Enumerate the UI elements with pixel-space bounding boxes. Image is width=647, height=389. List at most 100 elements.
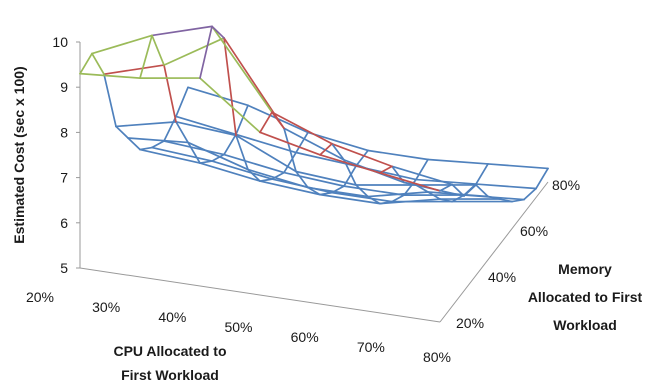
surface-segment [259,178,273,182]
surface-segment [187,141,201,164]
surface-segment [163,140,225,156]
y-tick-label: 60% [520,223,548,239]
surface-segment [319,153,381,174]
surface-segment [307,131,369,152]
surface-segment [235,134,297,173]
surface-segment [151,140,165,149]
z-tick-label: 8 [60,124,68,140]
surface-segment [283,127,345,161]
surface-segment [403,181,417,186]
surface-segment [523,187,537,201]
surface-segment [295,170,309,189]
z-tick-label: 7 [60,170,68,186]
surface-segment [223,133,237,156]
y-axis-title-line-3: Workload [553,317,617,333]
x-tick-label: 50% [224,319,252,335]
surface-segment [163,37,225,66]
surface-segment [175,121,237,137]
surface-segment [223,153,285,174]
surface-segment [439,183,453,192]
z-tick-label: 9 [60,79,68,95]
surface-segment [175,86,189,118]
surface-segment [487,163,549,170]
surface-segment [343,185,405,196]
surface-segment [163,64,177,123]
surface-segment [79,52,93,75]
surface-segment [283,127,297,173]
x-axis-title-line-1: CPU Allocated to [113,343,226,359]
surface-segment [199,160,213,164]
y-axis-title-line-2: Allocated to First [528,289,643,305]
surface-segment [235,134,249,171]
surface-segment [307,186,321,196]
x-tick-label: 30% [92,299,120,315]
x-axis-line [79,267,441,323]
surface-segment [391,194,405,203]
surface-segment [151,146,213,162]
surface-segment [355,149,369,167]
surface-segment [259,180,321,196]
surface-segment [367,149,429,161]
surface-segment [427,191,441,200]
surface-segment [295,131,309,154]
surface-segment [283,171,345,187]
surface-segment [211,25,273,114]
surface-segment [307,186,369,198]
surface-segment [211,25,225,39]
z-tick-label: 5 [60,260,68,276]
surface-segment [355,184,369,198]
surface-segment [103,64,165,76]
surface-segment [139,146,153,151]
surface-segment [259,111,273,134]
x-tick-label: 20% [26,289,54,305]
surface-segment [463,184,477,197]
surface-segment [127,137,189,144]
surface-segment [475,183,537,190]
surface-segment [187,86,249,107]
x-tick-label: 80% [423,349,451,365]
surface-segment [187,141,249,171]
surface-segment [211,153,225,162]
surface-segment [319,142,333,156]
surface-segment [439,198,453,203]
surface-segment [115,125,129,139]
surface-segment [283,151,297,174]
surface-segment [151,34,165,66]
surface-segment [223,37,237,137]
surface-segment [379,172,441,192]
surface-segment [331,142,345,161]
surface-segment [163,115,177,142]
surface-segment [91,34,153,55]
surface-segment [79,72,141,79]
surface-segment [379,165,393,174]
axes [79,42,549,323]
surface-segment [319,191,333,196]
surface-segment [367,195,381,205]
surface-segment [211,160,273,180]
surface-segment [499,198,513,203]
surface-segment [199,77,261,134]
surface-segment [139,148,201,164]
surface-segment [127,137,141,151]
surface-segment [367,191,429,198]
surface-segment [259,131,321,156]
surface-segment [175,115,237,136]
surface-segment [247,168,261,182]
surface-segment [415,158,429,181]
surface-segment [235,104,249,136]
surface-segment [403,178,417,196]
surface-segment [343,159,357,186]
surface-segment [151,25,213,37]
surface-segment [319,193,381,205]
y-tick-label: 20% [456,315,484,331]
y-axis-title-line-1: Memory [558,261,612,277]
surface-segment [487,195,501,200]
surface-segment [295,170,357,186]
surface-segment [475,184,489,198]
x-axis-title-line-2: First Workload [121,367,219,383]
surface-segment [391,165,453,186]
surface-segment [115,121,177,128]
surface-segment [271,111,333,145]
x-tick-label: 70% [357,339,385,355]
